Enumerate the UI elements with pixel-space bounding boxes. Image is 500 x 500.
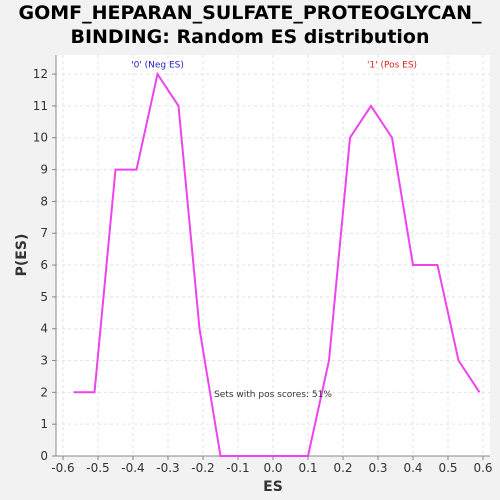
y-tick-label: 2 (40, 385, 48, 399)
y-tick-label: 7 (40, 226, 48, 240)
x-tick-label: 0.4 (403, 461, 422, 475)
y-tick-label: 9 (40, 163, 48, 177)
annotation-pos_scores: Sets with pos scores: 51% (214, 390, 332, 400)
x-tick-label: -0.5 (86, 461, 109, 475)
x-tick-label: 0.0 (263, 461, 282, 475)
x-tick-label: 0.3 (368, 461, 387, 475)
annotation-neg: '0' (Neg ES) (131, 61, 184, 71)
x-tick-label: -0.1 (226, 461, 249, 475)
x-tick-label: -0.2 (191, 461, 214, 475)
x-tick-label: -0.3 (156, 461, 179, 475)
y-tick-label: 12 (33, 67, 48, 81)
x-tick-label: 0.2 (333, 461, 352, 475)
x-tick-label: -0.6 (51, 461, 74, 475)
x-axis-label: ES (263, 479, 283, 495)
x-tick-label: 0.1 (298, 461, 317, 475)
y-tick-label: 11 (33, 99, 48, 113)
x-tick-label: -0.4 (121, 461, 144, 475)
y-tick-label: 5 (40, 290, 48, 304)
y-tick-label: 3 (40, 354, 48, 368)
x-tick-label: 0.5 (438, 461, 457, 475)
y-tick-label: 0 (40, 449, 48, 463)
y-tick-label: 4 (40, 322, 48, 336)
annotation-pos: '1' (Pos ES) (367, 61, 417, 71)
y-axis-label: P(ES) (14, 234, 30, 277)
x-tick-label: 0.6 (473, 461, 492, 475)
y-tick-label: 10 (33, 131, 48, 145)
y-tick-label: 8 (40, 194, 48, 208)
x-ticks: -0.6 -0.5 -0.4 -0.3 -0.2 -0.1 0.0 0.1 0.2 0.3 0.4 0… (51, 456, 492, 475)
y-tick-label: 1 (40, 417, 48, 431)
y-tick-label: 6 (40, 258, 48, 272)
